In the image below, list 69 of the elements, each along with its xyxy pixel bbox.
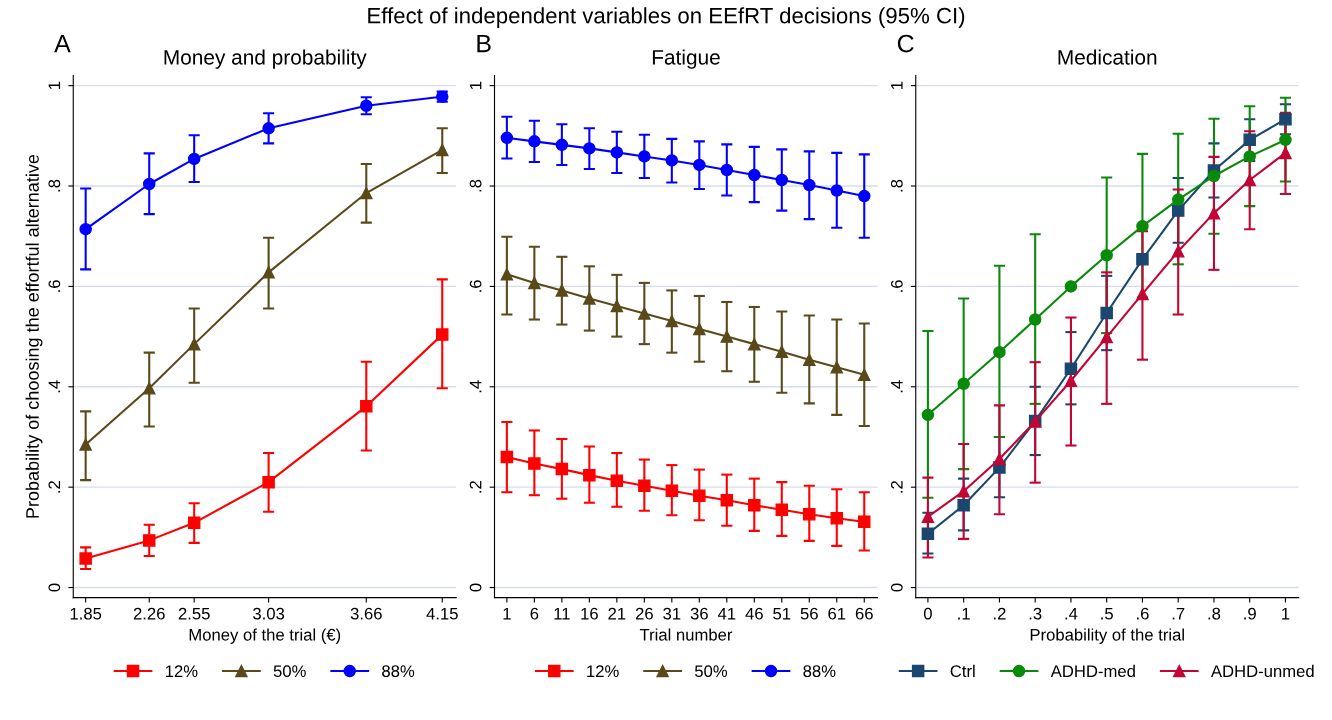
y-tick-label: 1 [48, 81, 61, 89]
y-tick-label: 1 [891, 81, 903, 89]
legend-label: ADHD-med [1050, 664, 1135, 678]
x-tick-label: 56 [800, 607, 818, 620]
chart-title: Fatigue [652, 49, 720, 69]
y-tick-label: 0 [48, 583, 61, 592]
text: B [477, 34, 491, 53]
x-tick-label: 26 [635, 607, 653, 620]
x-tick-label: .1 [958, 607, 970, 620]
chart-title: Money and probability [164, 49, 367, 69]
x-axis-title: Trial number [639, 628, 733, 641]
x-tick-label: .8 [1208, 607, 1221, 620]
x-tick-label: 21 [608, 607, 626, 620]
y-tick-label: .2 [890, 481, 903, 493]
x-tick-label: 3.03 [253, 607, 285, 620]
x-tick-label: .3 [1029, 607, 1042, 620]
legend-label: Ctrl [950, 664, 975, 678]
x-tick-label: 1.85 [70, 607, 102, 620]
y-tick-label: .4 [48, 380, 61, 393]
legend-label: ADHD-unmed [1210, 664, 1314, 678]
y-axis-title: Probability of choosing the effortful alternative [25, 154, 43, 518]
legend-label: 12% [165, 665, 198, 677]
text: A [54, 34, 71, 53]
x-tick-label: .9 [1244, 607, 1256, 620]
text: C [897, 34, 914, 53]
y-tick-label: .6 [469, 280, 482, 292]
y-tick-label: 0 [890, 583, 903, 592]
x-tick-label: 46 [745, 607, 763, 620]
x-tick-label: .5 [1101, 607, 1113, 620]
x-tick-label: 6 [530, 607, 539, 620]
y-tick-label: .8 [48, 179, 61, 192]
x-tick-label: 1 [1282, 607, 1290, 620]
x-tick-label: 2.26 [133, 607, 165, 620]
chart-title: Medication [1058, 49, 1157, 65]
x-tick-label: .4 [1065, 607, 1078, 620]
y-tick-label: .2 [469, 481, 482, 493]
y-tick-label: .6 [48, 280, 61, 292]
x-tick-label: 3.66 [350, 607, 382, 620]
y-tick-label: .8 [469, 179, 482, 192]
y-tick-label: 1 [469, 81, 482, 89]
legend-label: 50% [273, 665, 306, 678]
y-tick-label: .2 [48, 481, 61, 493]
legend-label: 88% [803, 665, 836, 678]
y-tick-label: .8 [890, 179, 903, 192]
x-tick-label: 36 [690, 607, 708, 620]
legend-label: 50% [694, 665, 728, 678]
y-tick-label: 0 [469, 583, 482, 592]
y-tick-label: .6 [890, 280, 903, 292]
x-tick-label: .2 [993, 607, 1006, 620]
x-axis-title: Money of the trial (€) [189, 628, 341, 644]
x-tick-label: .7 [1172, 607, 1185, 620]
x-tick-label: 66 [855, 607, 873, 620]
legend-label: 88% [382, 665, 415, 678]
x-tick-label: .6 [1137, 607, 1149, 620]
x-tick-label: 4.15 [426, 607, 458, 620]
x-tick-label: 11 [554, 607, 570, 620]
text: Effect of independent variables on EEfRT decisions (95% CI) [368, 7, 965, 28]
y-tick-label: .4 [891, 380, 903, 393]
x-tick-label: 1 [503, 607, 511, 620]
x-tick-label: 61 [828, 607, 846, 620]
x-tick-label: 16 [581, 607, 598, 620]
x-axis-title: Probability of the trial [1030, 628, 1184, 644]
legend-label: 12% [587, 665, 619, 677]
y-tick-label: .4 [469, 380, 482, 393]
x-tick-label: 31 [663, 607, 681, 620]
x-tick-label: 0 [923, 607, 932, 620]
x-tick-label: 41 [717, 607, 736, 620]
x-tick-label: 51 [773, 607, 791, 620]
x-tick-label: 2.55 [178, 607, 210, 620]
